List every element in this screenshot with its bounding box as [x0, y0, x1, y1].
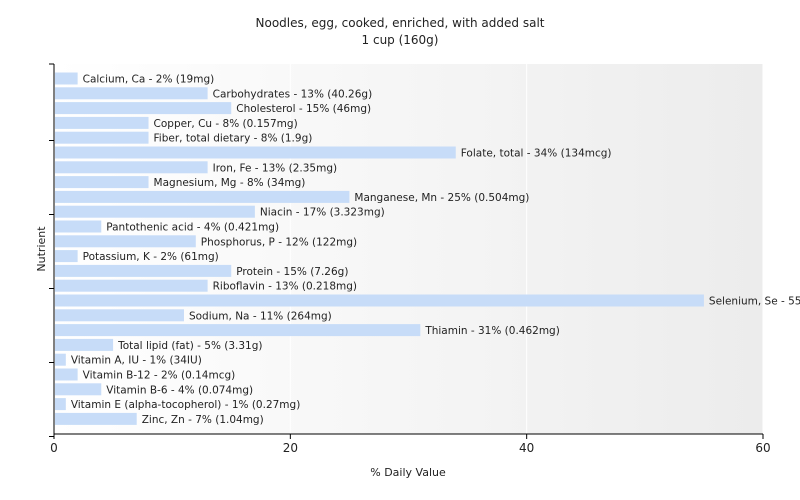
- bar: [55, 309, 184, 322]
- bar: [55, 235, 196, 248]
- bar-label: Potassium, K - 2% (61mg): [83, 251, 219, 263]
- bar-label: Cholesterol - 15% (46mg): [236, 103, 371, 115]
- bar-label: Copper, Cu - 8% (0.157mg): [154, 118, 298, 130]
- axes: [53, 64, 763, 435]
- x-tick-label: 60: [755, 441, 770, 455]
- bar: [55, 146, 456, 159]
- bar-label: Manganese, Mn - 25% (0.504mg): [354, 192, 529, 204]
- bar: [55, 161, 208, 174]
- bar: [55, 338, 114, 351]
- x-axis-label: % Daily Value: [370, 466, 446, 479]
- bar: [55, 87, 208, 100]
- bar: [55, 102, 232, 115]
- bar-label: Selenium, Se - 55% (38.2mcg): [709, 296, 800, 308]
- bar-label: Iron, Fe - 13% (2.35mg): [213, 162, 337, 174]
- bar: [55, 131, 149, 144]
- bar: [55, 279, 208, 292]
- bar-label: Sodium, Na - 11% (264mg): [189, 310, 332, 322]
- bar-label: Niacin - 17% (3.323mg): [260, 207, 385, 219]
- bar-label: Thiamin - 31% (0.462mg): [424, 325, 560, 337]
- bar-label: Vitamin B-12 - 2% (0.14mcg): [83, 370, 236, 382]
- x-tick-label: 20: [283, 441, 298, 455]
- bar-label: Phosphorus, P - 12% (122mg): [201, 236, 357, 248]
- y-ticks: [49, 63, 54, 437]
- x-ticks: 0 20 40 60: [50, 434, 771, 455]
- bar-label: Magnesium, Mg - 8% (34mg): [154, 177, 306, 189]
- x-tick-label: 0: [50, 441, 58, 455]
- bar-label: Calcium, Ca - 2% (19mg): [83, 74, 215, 86]
- bar-label: Pantothenic acid - 4% (0.421mg): [106, 222, 279, 234]
- bar: [55, 294, 704, 307]
- bar: [55, 176, 149, 189]
- bar: [55, 324, 421, 337]
- bar: [55, 72, 78, 85]
- bar: [55, 190, 350, 203]
- chart-title: Noodles, egg, cooked, enriched, with add…: [256, 16, 545, 30]
- bar-label: Zinc, Zn - 7% (1.04mg): [142, 414, 264, 426]
- bar-label: Fiber, total dietary - 8% (1.9g): [154, 133, 313, 145]
- bar: [55, 398, 66, 411]
- chart-subtitle: 1 cup (160g): [362, 33, 439, 47]
- bar: [55, 205, 255, 218]
- plot-background: [54, 64, 763, 434]
- bars: [55, 72, 704, 425]
- bar-label: Carbohydrates - 13% (40.26g): [213, 88, 373, 100]
- bar: [55, 220, 102, 233]
- bar-label: Vitamin A, IU - 1% (34IU): [71, 355, 202, 367]
- bar-label: Vitamin B-6 - 4% (0.074mg): [106, 384, 253, 396]
- bar: [55, 412, 137, 425]
- bar-label: Protein - 15% (7.26g): [236, 266, 348, 278]
- bar-label: Total lipid (fat) - 5% (3.31g): [117, 340, 262, 352]
- bar-label: Vitamin E (alpha-tocopherol) - 1% (0.27m…: [71, 399, 300, 411]
- gridlines: [289, 64, 764, 434]
- bar: [55, 250, 78, 263]
- x-tick-label: 40: [519, 441, 534, 455]
- bar: [55, 383, 102, 396]
- bar: [55, 264, 232, 277]
- bar-labels: Calcium, Ca - 2% (19mg) Carbohydrates - 1…: [71, 74, 800, 426]
- bar: [55, 116, 149, 129]
- y-axis-label: Nutrient: [35, 226, 48, 272]
- bar: [55, 368, 78, 381]
- bar-label: Riboflavin - 13% (0.218mg): [213, 281, 357, 293]
- bar: [55, 353, 66, 366]
- bar-label: Folate, total - 34% (134mcg): [461, 148, 612, 160]
